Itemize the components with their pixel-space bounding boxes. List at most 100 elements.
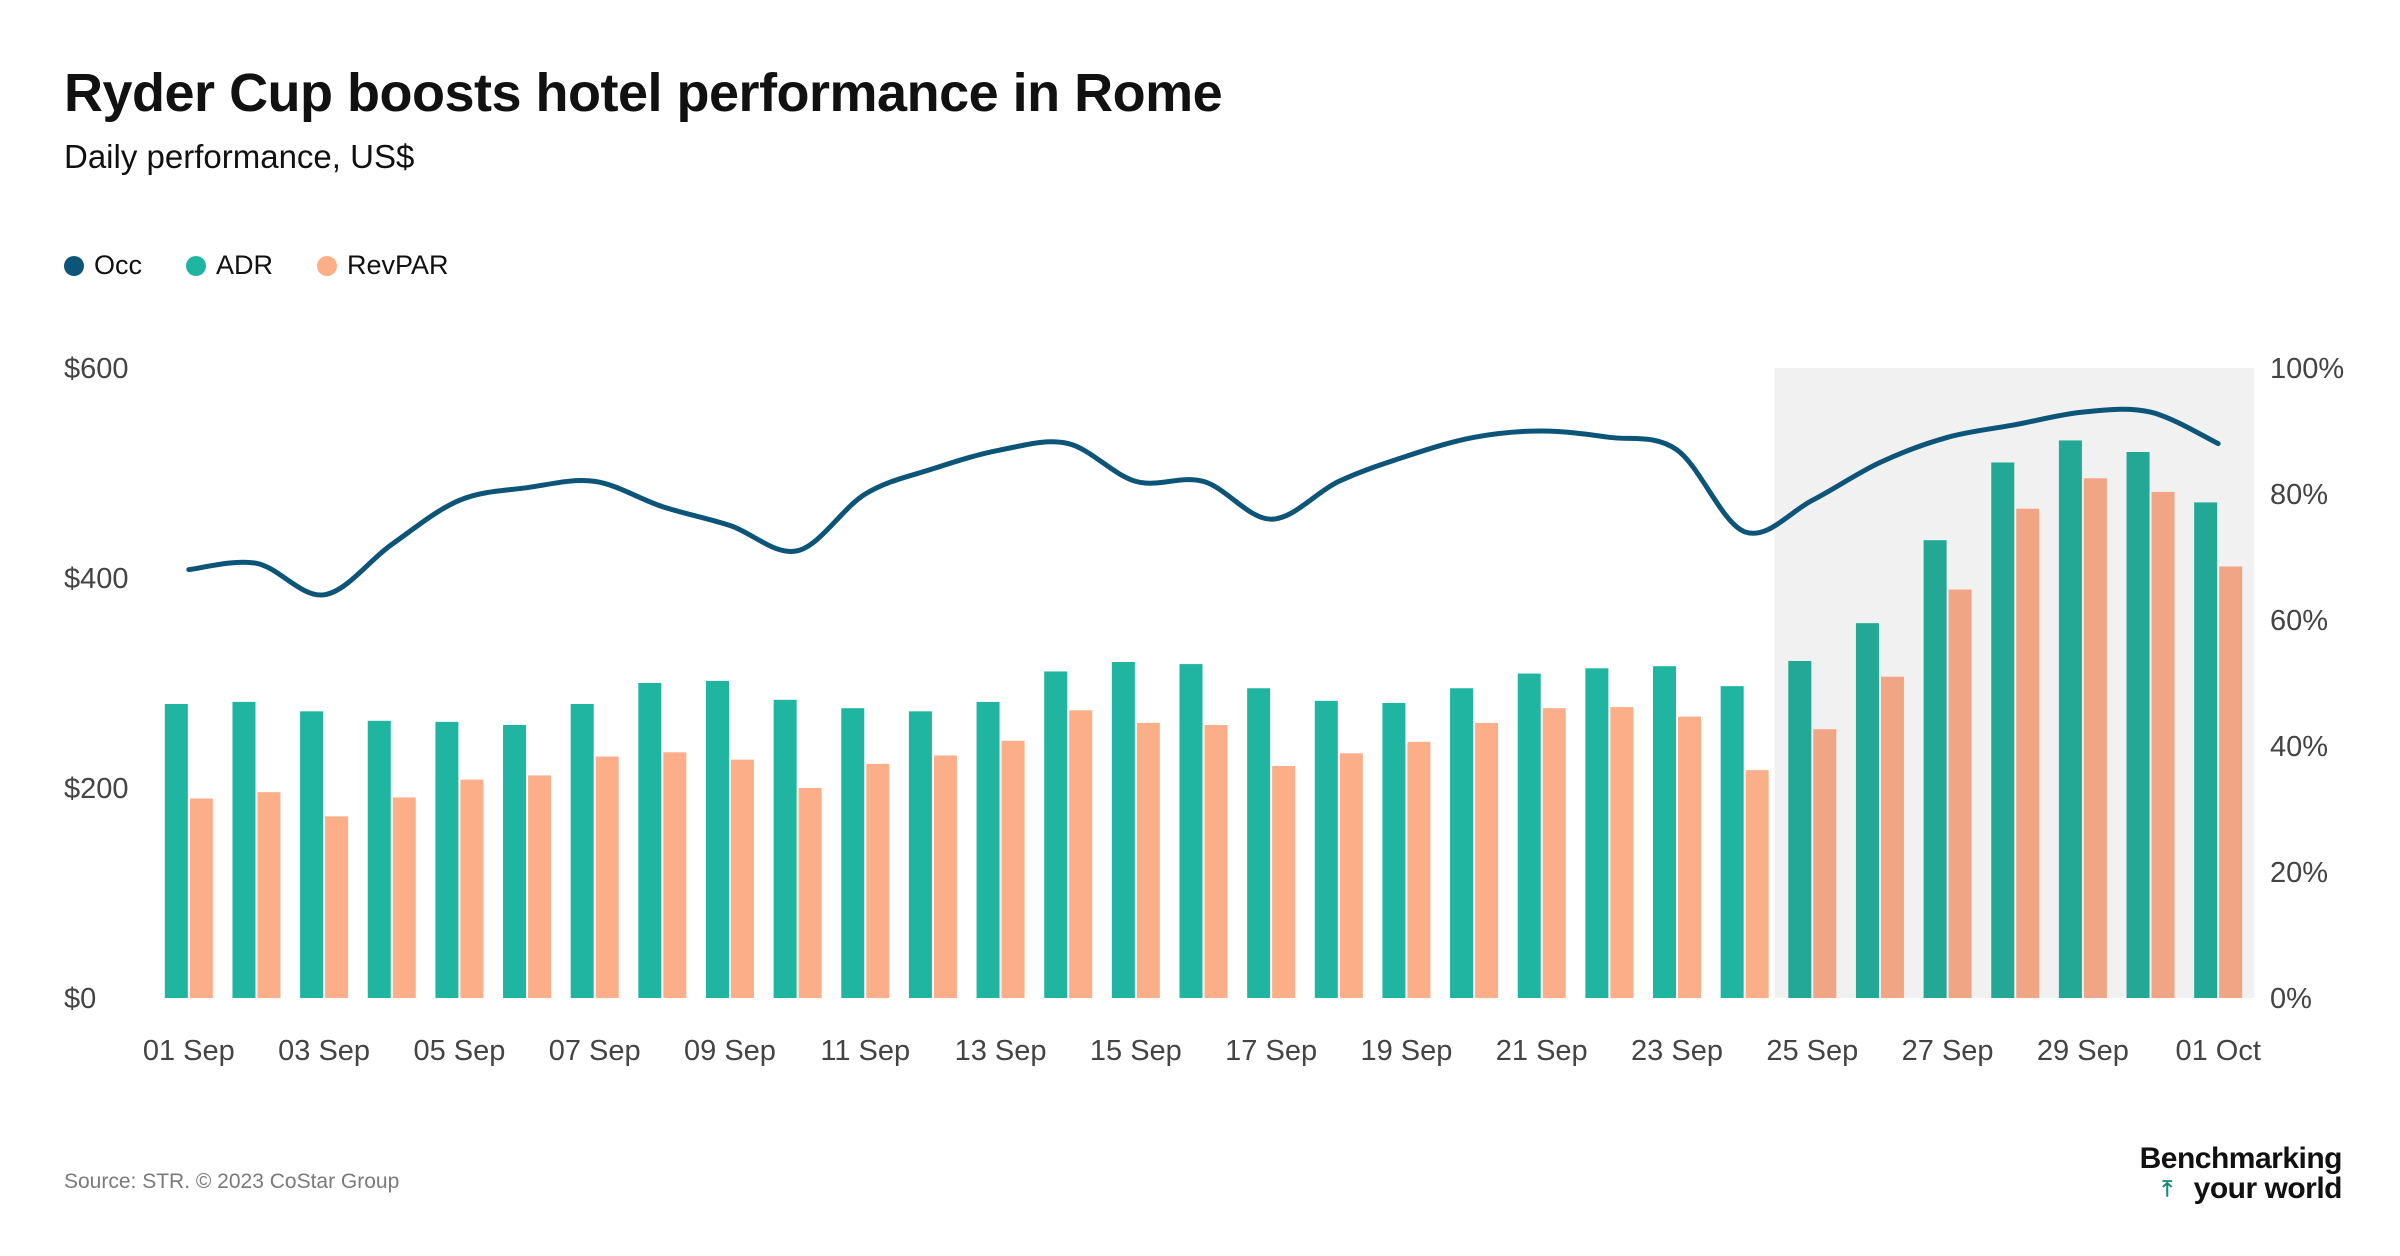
adr-bar <box>773 699 797 998</box>
legend-dot-occ <box>64 255 84 276</box>
y-left-tick-label: $600 <box>64 353 129 385</box>
revpar-bar <box>1542 708 1566 998</box>
revpar-bar <box>2151 491 2175 998</box>
revpar-bar <box>2016 508 2040 998</box>
adr-bar <box>2126 452 2150 998</box>
adr-bar <box>2194 502 2218 998</box>
revpar-bar <box>257 792 281 998</box>
revpar-bar <box>1204 725 1228 998</box>
x-tick-label: 17 Sep <box>1225 1035 1317 1067</box>
y-left-tick-label: $200 <box>64 773 129 805</box>
y-left-tick-label: $400 <box>64 563 129 595</box>
x-tick-label: 23 Sep <box>1631 1035 1723 1067</box>
adr-bar <box>1179 664 1203 998</box>
revpar-bar <box>1001 740 1025 998</box>
legend-label-adr: ADR <box>216 250 274 280</box>
x-tick-label: 13 Sep <box>955 1035 1047 1067</box>
adr-bar <box>1044 671 1068 998</box>
adr-bar <box>1517 673 1541 998</box>
revpar-bar <box>1610 707 1634 998</box>
adr-bar <box>1382 702 1406 998</box>
adr-bar <box>1991 462 2015 998</box>
y-right-tick-label: 80% <box>2270 479 2328 511</box>
legend-item-occ[interactable]: Occ <box>64 250 142 281</box>
revpar-bar <box>1069 710 1093 998</box>
x-tick-label: 05 Sep <box>413 1035 505 1067</box>
adr-bar <box>1585 668 1609 998</box>
revpar-bar <box>933 755 957 998</box>
adr-bar <box>1314 700 1338 998</box>
adr-bar <box>300 711 324 998</box>
y-right-tick-label: 60% <box>2270 605 2328 637</box>
y-right-tick-label: 20% <box>2270 857 2328 889</box>
revpar-bar <box>663 752 687 998</box>
y-right-tick-label: 100% <box>2270 353 2344 385</box>
chart-legend: Occ ADR RevPAR <box>64 250 449 281</box>
legend-dot-revpar <box>317 255 338 276</box>
adr-bar <box>1653 666 1677 998</box>
revpar-bar <box>595 756 619 998</box>
adr-bar <box>1855 623 1879 998</box>
revpar-bar <box>460 779 484 998</box>
revpar-bar <box>1475 722 1499 998</box>
x-tick-label: 15 Sep <box>1090 1035 1182 1067</box>
y-left-tick-label: $0 <box>64 983 96 1015</box>
revpar-bar <box>1678 716 1702 998</box>
revpar-bar <box>325 816 349 998</box>
revpar-bar <box>392 797 416 998</box>
revpar-bar <box>2083 478 2107 998</box>
revpar-bar <box>730 759 754 998</box>
x-tick-label: 03 Sep <box>278 1035 370 1067</box>
adr-bar <box>638 683 662 998</box>
adr-bar <box>841 708 865 998</box>
adr-bar <box>976 701 1000 998</box>
adr-bar <box>2058 440 2082 998</box>
legend-item-revpar[interactable]: RevPAR <box>317 250 449 281</box>
adr-bar <box>1450 688 1474 998</box>
adr-bar <box>1111 662 1135 998</box>
revpar-bar <box>1948 589 1972 998</box>
revpar-bar <box>1407 741 1431 998</box>
revpar-bar <box>798 788 822 998</box>
revpar-bar <box>528 775 552 998</box>
revpar-bar <box>1339 753 1363 998</box>
adr-bar <box>570 704 594 998</box>
occ-line <box>186 406 2221 598</box>
adr-bar <box>1788 660 1812 998</box>
revpar-bar <box>189 798 213 998</box>
x-tick-label: 01 Sep <box>143 1035 235 1067</box>
adr-bar <box>232 701 256 998</box>
adr-bar <box>367 720 391 998</box>
revpar-bar <box>866 763 890 998</box>
y-right-tick-label: 40% <box>2270 731 2328 763</box>
legend-label-revpar: RevPAR <box>347 250 449 280</box>
adr-bar <box>164 704 188 998</box>
brand-logo: Benchmarking ⤒ your world <box>2140 1144 2343 1204</box>
revpar-bar <box>2219 566 2243 998</box>
chart-subtitle: Daily performance, US$ <box>64 138 415 175</box>
revpar-bar <box>1272 765 1296 998</box>
legend-item-adr[interactable]: ADR <box>186 250 273 281</box>
adr-bar <box>435 721 459 998</box>
x-tick-label: 01 Oct <box>2175 1035 2260 1067</box>
adr-bar <box>1247 688 1271 998</box>
legend-label-occ: Occ <box>94 250 143 280</box>
revpar-bar <box>1136 722 1160 998</box>
adr-bar <box>1923 540 1947 998</box>
legend-dot-adr <box>186 255 207 276</box>
adr-bar <box>1720 686 1744 998</box>
x-tick-label: 07 Sep <box>549 1035 641 1067</box>
chart-title: Ryder Cup boosts hotel performance in Ro… <box>64 63 1223 123</box>
revpar-bar <box>1745 770 1769 998</box>
x-tick-label: 27 Sep <box>1902 1035 1994 1067</box>
source-note: Source: STR. © 2023 CoStar Group <box>64 1170 400 1193</box>
x-tick-label: 29 Sep <box>2037 1035 2129 1067</box>
x-tick-label: 09 Sep <box>684 1035 776 1067</box>
x-tick-label: 25 Sep <box>1766 1035 1858 1067</box>
adr-bar <box>503 725 527 998</box>
x-tick-label: 21 Sep <box>1496 1035 1588 1067</box>
up-arrow-icon: ⤒ <box>2162 1176 2172 1201</box>
x-tick-label: 19 Sep <box>1360 1035 1452 1067</box>
adr-bar <box>908 711 932 998</box>
